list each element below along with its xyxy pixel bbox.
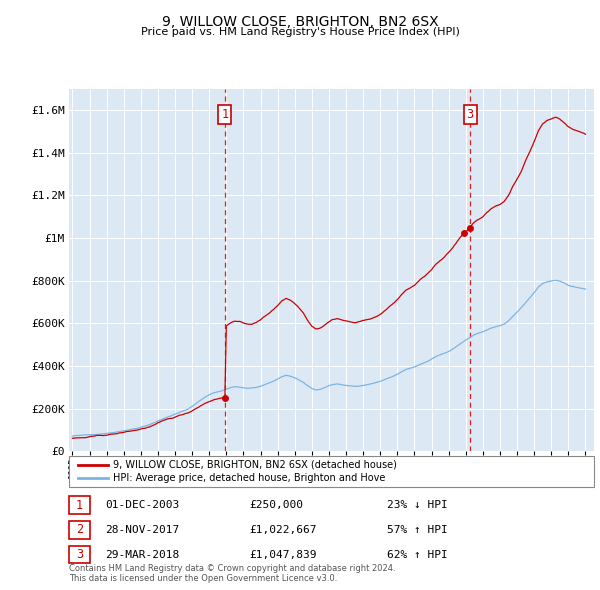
- Text: 28-NOV-2017: 28-NOV-2017: [105, 525, 179, 535]
- Text: 29-MAR-2018: 29-MAR-2018: [105, 550, 179, 559]
- Text: 3: 3: [466, 107, 473, 120]
- Text: 57% ↑ HPI: 57% ↑ HPI: [387, 525, 448, 535]
- Text: 01-DEC-2003: 01-DEC-2003: [105, 500, 179, 510]
- Text: 9, WILLOW CLOSE, BRIGHTON, BN2 6SX (detached house): 9, WILLOW CLOSE, BRIGHTON, BN2 6SX (deta…: [113, 460, 397, 470]
- Text: 3: 3: [76, 548, 83, 561]
- Text: £250,000: £250,000: [249, 500, 303, 510]
- Text: Contains HM Land Registry data © Crown copyright and database right 2024.
This d: Contains HM Land Registry data © Crown c…: [69, 563, 395, 583]
- Text: £1,047,839: £1,047,839: [249, 550, 317, 559]
- Text: Price paid vs. HM Land Registry's House Price Index (HPI): Price paid vs. HM Land Registry's House …: [140, 27, 460, 37]
- Text: 1: 1: [221, 107, 229, 120]
- Text: 2: 2: [76, 523, 83, 536]
- Text: £1,022,667: £1,022,667: [249, 525, 317, 535]
- Text: HPI: Average price, detached house, Brighton and Hove: HPI: Average price, detached house, Brig…: [113, 473, 385, 483]
- Text: 23% ↓ HPI: 23% ↓ HPI: [387, 500, 448, 510]
- Text: 1: 1: [76, 499, 83, 512]
- Text: 62% ↑ HPI: 62% ↑ HPI: [387, 550, 448, 559]
- Text: 9, WILLOW CLOSE, BRIGHTON, BN2 6SX: 9, WILLOW CLOSE, BRIGHTON, BN2 6SX: [161, 15, 439, 29]
